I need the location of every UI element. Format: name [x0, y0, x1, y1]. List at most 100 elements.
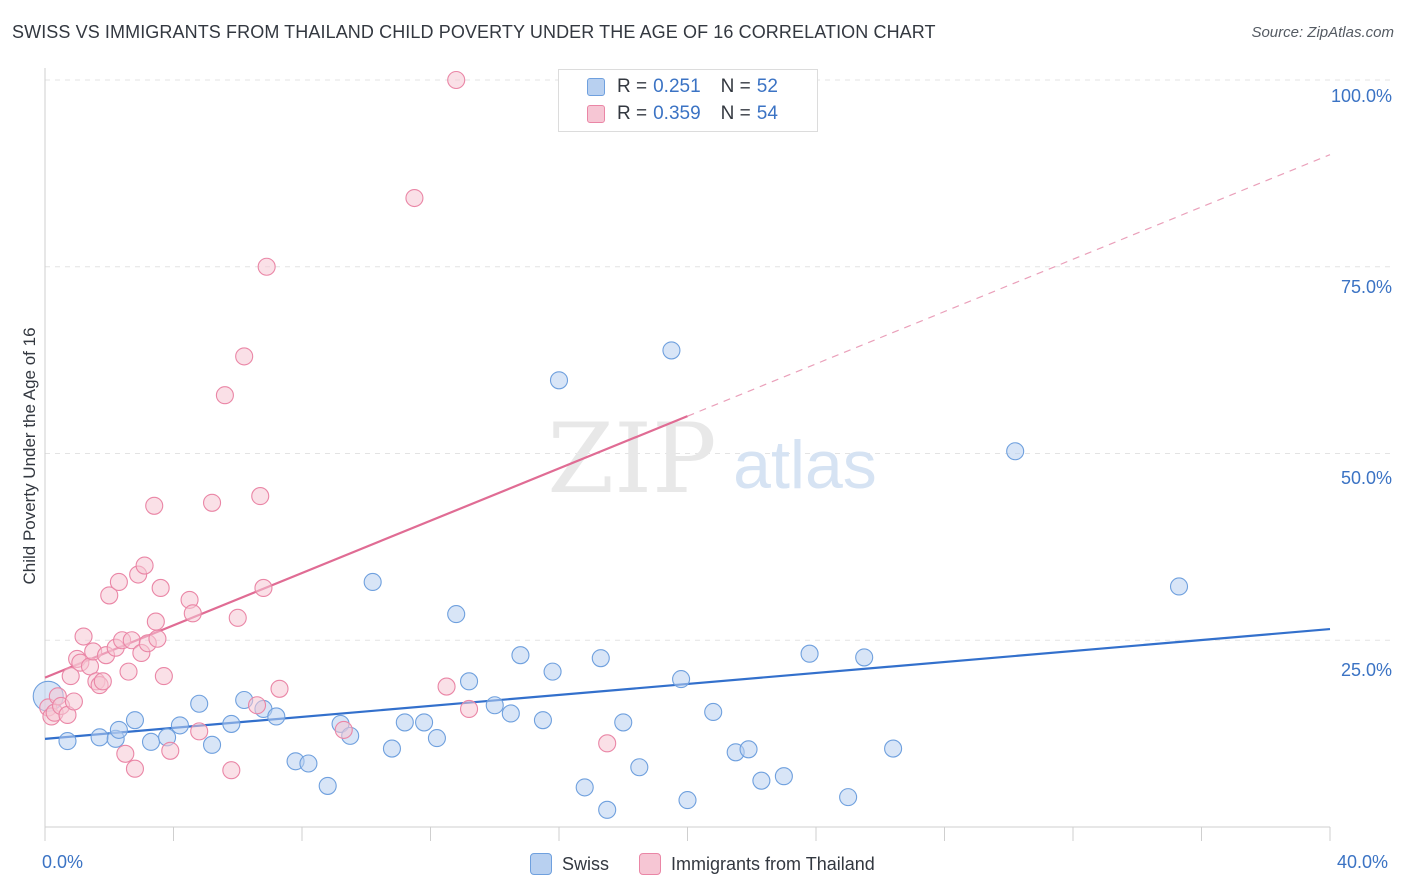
x-tick-label-max: 40.0%: [1337, 852, 1389, 872]
swiss-point: [222, 714, 241, 733]
swiss-point: [170, 716, 189, 735]
trend-line-extension: [687, 154, 1331, 417]
swiss-point: [739, 740, 758, 759]
thailand-point: [254, 578, 273, 598]
swiss-point: [839, 788, 858, 807]
thailand-point: [100, 586, 119, 605]
swiss-point: [382, 739, 402, 758]
swiss-point: [774, 767, 793, 786]
legend-swatch-thailand: [639, 853, 662, 875]
swiss-point: [884, 739, 903, 758]
swiss-point: [614, 713, 633, 732]
thailand-point: [334, 720, 353, 739]
thailand-point: [135, 556, 154, 575]
swiss-point: [704, 702, 723, 722]
swiss-point: [459, 672, 479, 691]
legend-label-thailand: Immigrants from Thailand: [671, 853, 875, 874]
y-tick-label: 25.0%: [1340, 660, 1392, 680]
thailand-point: [93, 672, 112, 691]
swiss-point: [125, 711, 144, 730]
swiss-point: [299, 754, 318, 773]
thailand-point: [74, 627, 93, 646]
thailand-point: [161, 741, 180, 760]
y-tick-label: 75.0%: [1340, 277, 1392, 297]
thailand-point: [183, 604, 202, 623]
swiss-point: [672, 670, 691, 689]
thailand-point: [119, 662, 138, 681]
swiss-point: [58, 732, 77, 751]
thailand-point: [109, 572, 128, 592]
legend-label-swiss: Swiss: [562, 853, 610, 874]
swiss-point: [267, 707, 286, 726]
series-legend: Swiss Immigrants from Thailand: [530, 852, 875, 876]
thailand-point: [405, 188, 424, 208]
thailand-point: [222, 761, 241, 780]
swiss-point: [855, 648, 874, 667]
thailand-point: [151, 578, 170, 598]
swiss-point: [190, 694, 209, 713]
thailand-swatch: [587, 105, 605, 123]
y-tick-label: 100.0%: [1330, 86, 1392, 106]
n-label: N =: [720, 103, 751, 124]
n-value: 54: [756, 103, 778, 124]
swiss-point: [752, 771, 771, 790]
thailand-point: [190, 722, 209, 741]
thailand-point: [125, 759, 144, 778]
swiss-point: [395, 713, 414, 732]
thailand-point: [64, 692, 83, 711]
stats-legend-row-thailand: R = 0.359 N = 54: [559, 103, 778, 125]
swiss-point: [549, 371, 569, 390]
r-value: 0.359: [653, 103, 701, 124]
watermark-zip: ZIP: [547, 403, 716, 515]
thailand-point: [251, 487, 270, 506]
thailand-point: [459, 699, 479, 719]
thailand-point: [235, 347, 254, 366]
swiss-swatch: [587, 78, 605, 96]
thailand-point: [257, 257, 276, 276]
swiss-point: [575, 778, 594, 797]
n-label: N =: [720, 76, 751, 97]
swiss-point: [1006, 442, 1025, 461]
swiss-point: [511, 646, 530, 665]
swiss-point: [598, 800, 617, 819]
stats-legend: R = 0.251 N = 52 R = 0.359 N = 54: [558, 69, 818, 132]
legend-swatch-swiss: [530, 853, 552, 875]
chart-source: Source: ZipAtlas.com: [1251, 24, 1394, 41]
thailand-point: [145, 496, 164, 515]
thailand-point: [215, 386, 234, 405]
swiss-point: [318, 776, 337, 795]
swiss-point: [1169, 577, 1189, 596]
swiss-point: [630, 758, 649, 777]
swiss-point: [591, 649, 610, 668]
swiss-point: [109, 720, 128, 739]
swiss-point: [543, 662, 562, 681]
thailand-point: [203, 493, 222, 512]
y-tick-label: 50.0%: [1340, 468, 1392, 488]
thailand-point: [270, 679, 289, 698]
thailand-point: [437, 677, 456, 696]
swiss-point: [203, 735, 222, 754]
swiss-point: [90, 728, 109, 747]
thailand-point: [61, 667, 80, 686]
r-value: 0.251: [653, 76, 701, 97]
thailand-point: [598, 734, 617, 753]
stats-legend-row-swiss: R = 0.251 N = 52: [559, 76, 778, 98]
swiss-point: [800, 644, 819, 663]
thailand-point: [148, 629, 167, 648]
swiss-point: [427, 729, 446, 748]
swiss-point: [363, 572, 382, 592]
swiss-point: [533, 711, 552, 730]
thailand-point: [247, 696, 267, 715]
thailand-point: [146, 612, 165, 631]
swiss-point: [678, 791, 697, 810]
swiss-point: [415, 713, 434, 732]
n-value: 52: [756, 76, 778, 97]
thailand-point: [154, 667, 173, 686]
swiss-point: [447, 605, 466, 624]
swiss-point: [501, 704, 520, 723]
x-tick-label-min: 0.0%: [42, 852, 84, 872]
swiss-point: [662, 341, 681, 360]
swiss-point: [141, 732, 161, 751]
thailand-point: [447, 70, 466, 90]
